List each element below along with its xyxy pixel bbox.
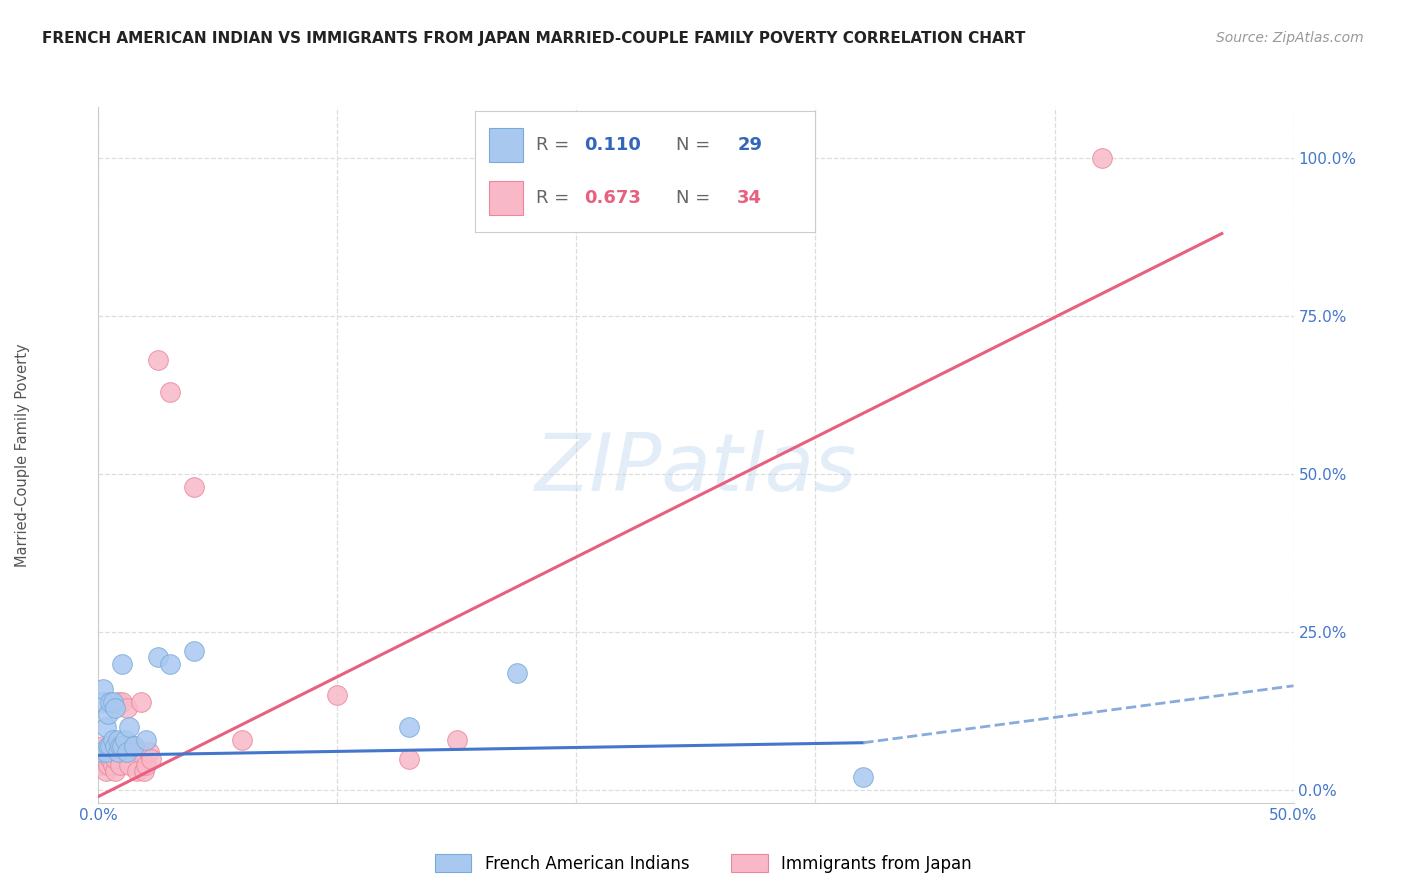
- Point: [183, 479, 205, 493]
- Point: [111, 657, 134, 671]
- Point: [118, 720, 141, 734]
- Point: [104, 739, 127, 753]
- Point: [101, 732, 124, 747]
- Point: [446, 732, 468, 747]
- Point: [231, 732, 253, 747]
- Point: [98, 739, 122, 753]
- Point: [139, 751, 162, 765]
- Point: [91, 695, 114, 709]
- Point: [135, 757, 157, 772]
- Text: Source: ZipAtlas.com: Source: ZipAtlas.com: [1216, 31, 1364, 45]
- Point: [148, 650, 170, 665]
- Point: [148, 353, 170, 368]
- Point: [104, 751, 127, 765]
- Point: [107, 732, 129, 747]
- Point: [91, 681, 114, 696]
- Point: [94, 720, 117, 734]
- Point: [90, 745, 112, 759]
- Point: [101, 695, 124, 709]
- Point: [94, 745, 117, 759]
- Point: [132, 764, 155, 779]
- Point: [111, 695, 134, 709]
- Point: [97, 757, 120, 772]
- Point: [114, 732, 136, 747]
- Point: [398, 751, 420, 765]
- Point: [159, 657, 181, 671]
- Point: [159, 384, 181, 399]
- Point: [104, 764, 127, 779]
- Point: [108, 739, 131, 753]
- Point: [94, 745, 117, 759]
- Point: [91, 751, 114, 765]
- Point: [128, 745, 150, 759]
- Point: [107, 745, 129, 759]
- Point: [326, 688, 349, 702]
- Point: [97, 707, 120, 722]
- Point: [114, 745, 136, 759]
- Point: [91, 739, 114, 753]
- Text: FRENCH AMERICAN INDIAN VS IMMIGRANTS FROM JAPAN MARRIED-COUPLE FAMILY POVERTY CO: FRENCH AMERICAN INDIAN VS IMMIGRANTS FRO…: [42, 31, 1025, 46]
- Point: [98, 739, 122, 753]
- Point: [506, 666, 529, 681]
- Point: [183, 644, 205, 658]
- Point: [107, 695, 129, 709]
- Point: [124, 739, 146, 753]
- Point: [101, 757, 124, 772]
- Point: [852, 771, 875, 785]
- Point: [104, 701, 127, 715]
- Point: [135, 732, 157, 747]
- Point: [90, 757, 112, 772]
- Text: ZIPatlas: ZIPatlas: [534, 430, 858, 508]
- Point: [98, 695, 122, 709]
- Point: [98, 751, 122, 765]
- Point: [125, 764, 148, 779]
- Point: [97, 739, 120, 753]
- Point: [107, 745, 129, 759]
- Legend: French American Indians, Immigrants from Japan: French American Indians, Immigrants from…: [427, 847, 979, 880]
- Point: [118, 757, 141, 772]
- Point: [115, 701, 138, 715]
- Point: [138, 745, 160, 759]
- Point: [131, 695, 153, 709]
- Point: [111, 739, 134, 753]
- Point: [124, 739, 146, 753]
- Point: [398, 720, 420, 734]
- Point: [94, 764, 117, 779]
- Point: [1091, 151, 1114, 165]
- Y-axis label: Married-Couple Family Poverty: Married-Couple Family Poverty: [14, 343, 30, 566]
- Point: [108, 757, 131, 772]
- Point: [115, 745, 138, 759]
